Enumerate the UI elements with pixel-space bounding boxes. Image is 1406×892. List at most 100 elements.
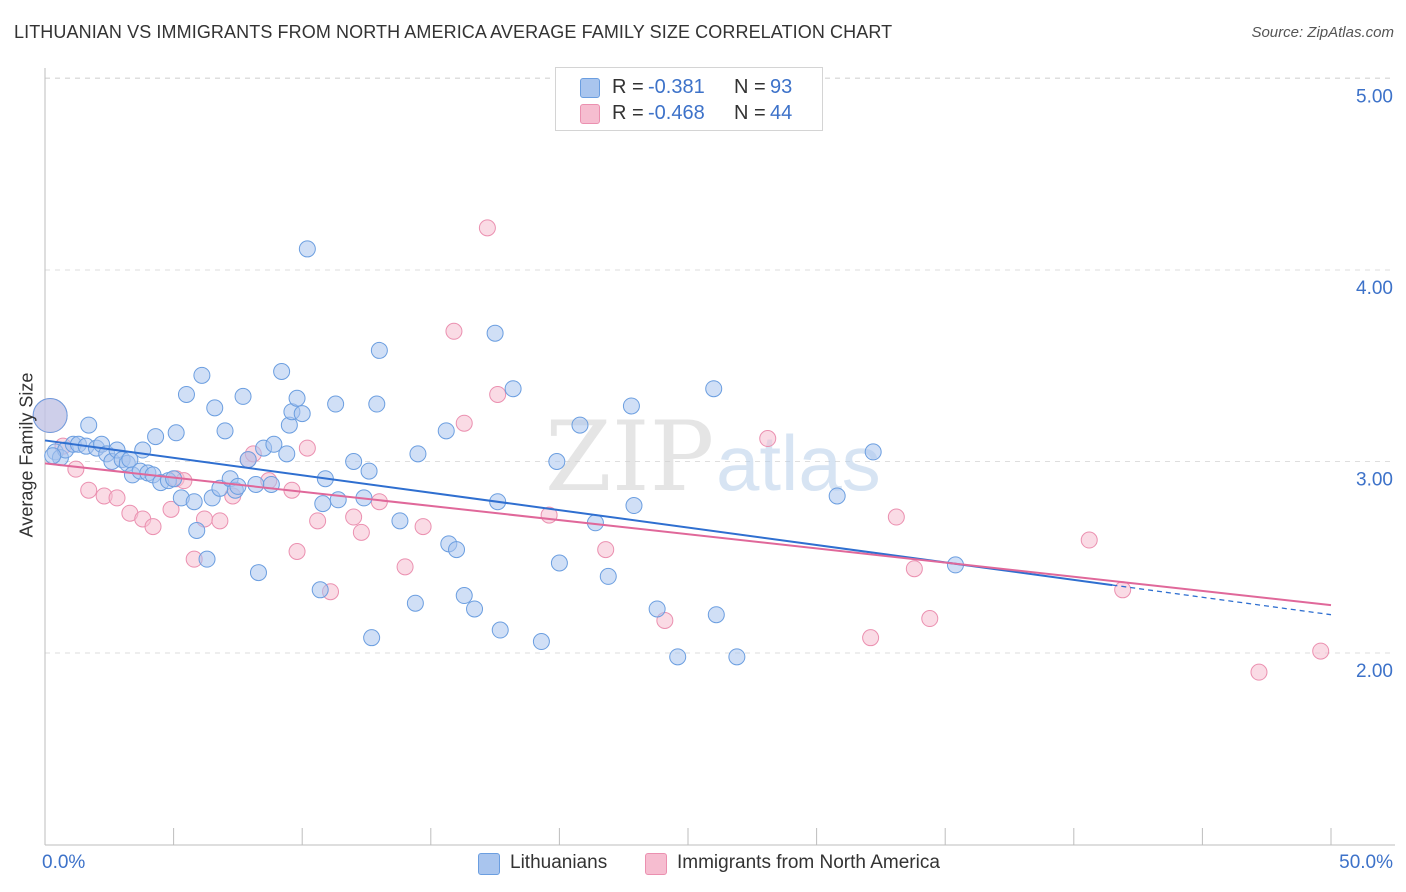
watermark-atlas: atlas	[716, 419, 881, 507]
data-point	[532, 633, 550, 651]
x-axis-min-label: 0.0%	[42, 852, 86, 873]
data-point	[728, 648, 746, 666]
data-point	[489, 385, 507, 403]
lithuanians-swatch	[478, 853, 500, 875]
data-point	[293, 405, 311, 423]
data-point	[262, 475, 280, 493]
trend-line-lithuanians-extension	[1112, 584, 1332, 616]
data-point	[921, 610, 939, 628]
legend-label: Immigrants from North America	[677, 852, 940, 873]
data-point	[249, 564, 267, 582]
data-point	[177, 385, 195, 403]
series-legend: Lithuanians Immigrants from North Americ…	[0, 852, 1406, 876]
correlation-legend: R = -0.381 N = 93 R = -0.468 N = 44	[555, 67, 823, 131]
data-point	[504, 380, 522, 398]
y-tick-label: 4.00	[1356, 278, 1393, 299]
data-point	[288, 389, 306, 407]
data-point	[466, 600, 484, 618]
immigrants-swatch	[580, 104, 600, 124]
data-point	[448, 541, 466, 559]
data-point	[273, 362, 291, 380]
data-point	[705, 380, 723, 398]
data-point	[188, 521, 206, 539]
data-point	[298, 240, 316, 258]
data-point	[32, 398, 68, 434]
data-point	[327, 395, 345, 413]
data-point	[597, 541, 615, 559]
data-point	[648, 600, 666, 618]
data-point	[707, 606, 725, 624]
data-point	[360, 462, 378, 480]
y-tick-label: 2.00	[1356, 661, 1393, 682]
n-value: 44	[770, 102, 793, 124]
r-label: R =	[612, 76, 644, 98]
data-point	[108, 489, 126, 507]
data-point	[1250, 663, 1268, 681]
data-point	[345, 453, 363, 470]
x-axis-max-label: 50.0%	[1339, 852, 1393, 873]
data-point	[478, 219, 496, 237]
n-label: N =	[734, 76, 766, 98]
data-point	[437, 422, 455, 440]
data-point	[548, 453, 566, 470]
data-point	[445, 322, 463, 340]
data-point	[162, 500, 180, 518]
r-value: -0.381	[648, 76, 705, 98]
y-tick-label: 5.00	[1356, 87, 1393, 108]
data-point	[759, 430, 777, 448]
y-tick-label: 3.00	[1356, 470, 1393, 491]
data-point	[368, 395, 386, 413]
data-point	[370, 341, 388, 359]
data-point	[239, 451, 257, 469]
n-value: 93	[770, 76, 793, 98]
data-point	[345, 508, 363, 526]
data-point	[862, 629, 880, 647]
data-point	[622, 397, 640, 415]
data-point	[571, 416, 589, 434]
data-point	[491, 621, 509, 639]
data-point	[314, 495, 332, 513]
chart-title: LITHUANIAN VS IMMIGRANTS FROM NORTH AMER…	[14, 22, 893, 42]
data-point	[363, 629, 381, 647]
data-point	[828, 487, 846, 505]
r-value: -0.468	[648, 102, 705, 124]
data-point	[206, 399, 224, 417]
data-point	[599, 567, 617, 585]
y-axis-label: Average Family Size	[16, 372, 37, 538]
data-point	[1080, 531, 1098, 549]
data-point	[198, 550, 216, 568]
data-point	[887, 508, 905, 526]
data-point	[1312, 642, 1330, 660]
data-point	[625, 497, 643, 515]
data-point	[486, 324, 504, 342]
series-lithuanians-points	[32, 240, 964, 666]
data-point	[309, 512, 327, 530]
data-point	[550, 554, 568, 572]
data-point	[298, 439, 316, 457]
source-credit: Source: ZipAtlas.com	[1251, 24, 1394, 41]
grid-lines	[45, 77, 1395, 654]
data-point	[864, 443, 882, 461]
data-point	[455, 587, 473, 605]
data-point	[396, 558, 414, 576]
y-tick-labels: 2.00 3.00 4.00 5.00	[1356, 87, 1393, 683]
r-label: R =	[612, 102, 644, 124]
data-point	[414, 518, 432, 536]
lithuanians-swatch	[580, 78, 600, 98]
data-point	[352, 523, 370, 541]
n-label: N =	[734, 102, 766, 124]
data-point	[409, 445, 427, 463]
data-point	[406, 594, 424, 612]
data-point	[247, 475, 265, 493]
data-point	[67, 460, 85, 478]
legend-label: Lithuanians	[510, 852, 608, 873]
data-point	[234, 387, 252, 405]
data-point	[147, 428, 165, 446]
immigrants-swatch	[645, 853, 667, 875]
data-point	[193, 366, 211, 384]
watermark-zip: ZIP	[545, 401, 714, 513]
data-point	[80, 416, 98, 434]
data-point	[229, 477, 247, 495]
data-point	[288, 543, 306, 561]
